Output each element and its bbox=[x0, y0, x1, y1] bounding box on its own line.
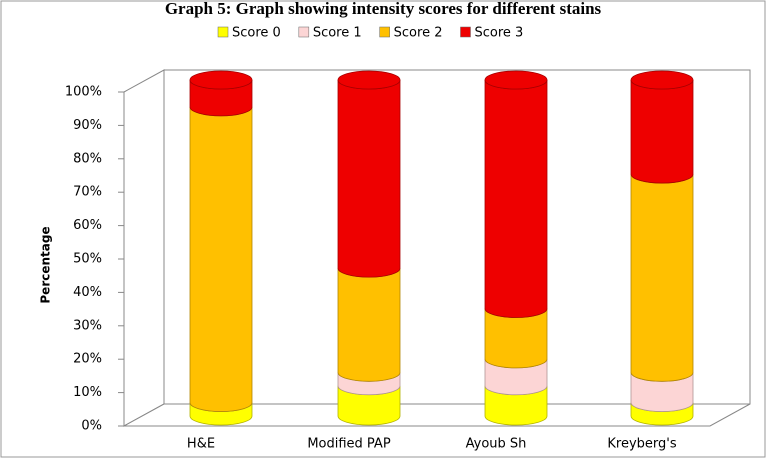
cylinder-cap bbox=[630, 70, 694, 90]
y-tick-label: 40% bbox=[73, 285, 102, 300]
x-tick-label: Modified PAP bbox=[307, 437, 391, 452]
legend-label: Score 3 bbox=[474, 26, 523, 41]
cylinder-segment bbox=[630, 79, 694, 184]
y-tick-label: 80% bbox=[73, 151, 102, 166]
cylinder-segment bbox=[189, 106, 253, 412]
cylinder-segment bbox=[630, 174, 694, 382]
cylinder-segment bbox=[337, 268, 401, 382]
cylinder-cap bbox=[337, 70, 401, 90]
y-tick-label: 90% bbox=[73, 118, 102, 133]
legend-swatch bbox=[460, 26, 471, 38]
y-tick-label: 100% bbox=[65, 85, 102, 100]
cylinder-cap bbox=[189, 70, 253, 90]
cylinder-segment bbox=[337, 79, 401, 278]
y-axis-title: Percentage bbox=[39, 226, 53, 303]
x-tick-label: H&E bbox=[187, 437, 215, 452]
y-tick-label: 0% bbox=[81, 419, 102, 434]
legend-swatch bbox=[217, 26, 229, 38]
floor bbox=[123, 403, 751, 427]
legend-label: Score 1 bbox=[313, 26, 362, 41]
y-tick-label: 30% bbox=[73, 318, 102, 333]
side-wall bbox=[123, 69, 165, 427]
x-tick-label: Kreyberg's bbox=[607, 437, 676, 452]
y-tick-label: 10% bbox=[73, 385, 102, 400]
cylinder-cap bbox=[484, 70, 548, 90]
legend-swatch bbox=[379, 26, 390, 38]
x-tick-label: Ayoub Sh bbox=[466, 437, 527, 452]
cylinder-segment bbox=[484, 79, 548, 318]
y-tick-label: 70% bbox=[73, 185, 102, 200]
y-tick-label: 60% bbox=[73, 218, 102, 233]
legend-swatch bbox=[298, 26, 310, 38]
y-tick-label: 50% bbox=[73, 252, 102, 267]
legend: Score 0 Score 1 Score 2 Score 3 bbox=[217, 26, 523, 41]
chart-title: Graph 5: Graph showing intensity scores … bbox=[165, 0, 602, 18]
y-tick-label: 20% bbox=[73, 352, 102, 367]
legend-label: Score 2 bbox=[394, 26, 443, 41]
legend-label: Score 0 bbox=[232, 26, 281, 41]
